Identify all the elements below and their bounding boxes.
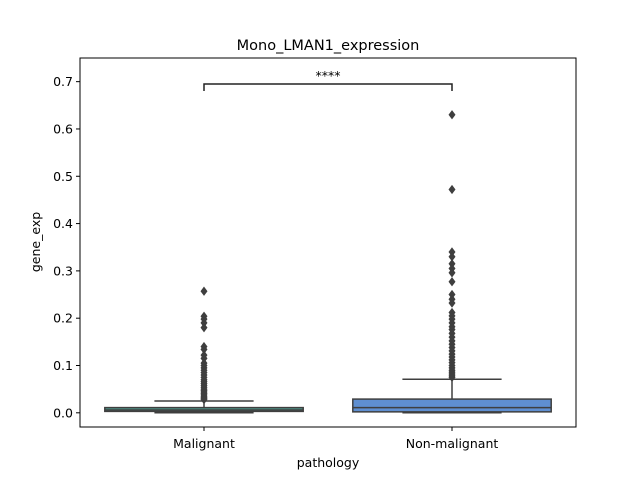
y-tick-label: 0.5 <box>53 169 73 184</box>
y-tick-label: 0.3 <box>53 263 73 278</box>
y-tick-label: 0.2 <box>53 311 73 326</box>
x-tick-label: Malignant <box>173 436 235 451</box>
outlier-point <box>448 268 456 278</box>
y-tick-label: 0.7 <box>53 74 73 89</box>
chart-title: Mono_LMAN1_expression <box>237 38 420 54</box>
significance-bracket <box>203 83 453 92</box>
significance-label: **** <box>316 68 341 83</box>
outlier-point <box>200 322 208 333</box>
chart-marks: **** <box>104 68 552 414</box>
outlier-point <box>448 110 456 120</box>
y-axis: 0.0 0.1 0.2 0.3 0.4 0.5 0.6 0.7 <box>53 74 80 420</box>
y-tick-label: 0.1 <box>53 358 73 373</box>
outlier-point <box>448 184 456 195</box>
outlier-point <box>448 277 456 287</box>
y-tick-label: 0.0 <box>53 405 73 420</box>
box-body <box>352 398 552 413</box>
outlier-point <box>200 394 208 405</box>
y-tick-label: 0.6 <box>53 121 73 136</box>
outlier-point <box>448 298 456 308</box>
box-series <box>352 110 552 414</box>
x-tick-label: Non-malignant <box>406 436 499 451</box>
box-series <box>104 286 304 414</box>
x-axis-label: pathology <box>297 455 360 470</box>
y-axis-label: gene_exp <box>28 212 43 272</box>
plot-frame <box>79 57 577 428</box>
significance-annotation: **** <box>203 68 453 92</box>
outlier-point <box>200 286 208 296</box>
outlier-point <box>448 372 456 382</box>
x-axis: Malignant Non-malignant <box>173 427 498 451</box>
y-tick-label: 0.4 <box>53 216 73 231</box>
